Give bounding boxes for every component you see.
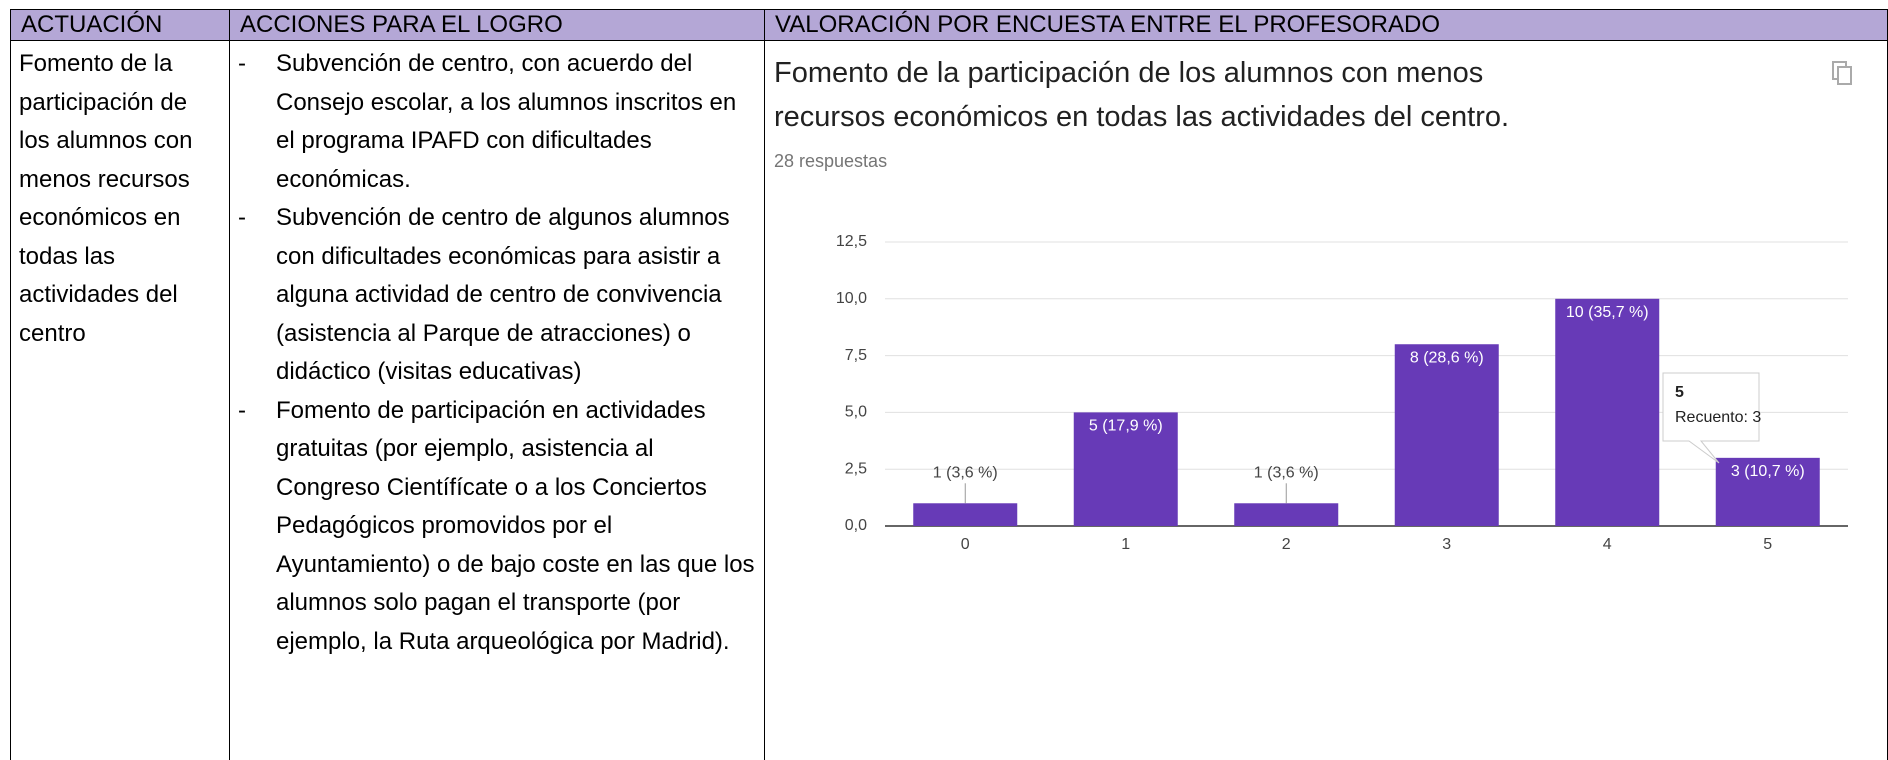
action-item: Subvención de centro, con acuerdo del Co… <box>230 45 756 199</box>
acciones-cell: Subvención de centro, con acuerdo del Co… <box>229 40 764 760</box>
tooltip-title: 5 <box>1675 384 1684 401</box>
actuacion-cell: Fomento de la participación de los alumn… <box>10 40 229 760</box>
y-tick-label: 10,0 <box>836 290 867 307</box>
y-tick-label: 12,5 <box>836 233 867 250</box>
value-label: 5 (17,9 %) <box>1089 418 1163 435</box>
tooltip-box <box>1662 372 1760 464</box>
y-tick-label: 0,0 <box>845 517 867 534</box>
bar <box>913 503 1018 526</box>
header-cell: ACTUACIÓN <box>10 9 229 40</box>
x-tick-label: 5 <box>1763 536 1772 553</box>
chart-subtitle: 28 respuestas <box>774 151 887 171</box>
action-item: Subvención de centro de algunos alumnos … <box>230 199 756 392</box>
y-tick-label: 7,5 <box>845 347 867 364</box>
value-label: 3 (10,7 %) <box>1731 463 1805 480</box>
chart-title: Fomento de la participación de los alumn… <box>774 57 1509 133</box>
value-label: 8 (28,6 %) <box>1410 349 1484 366</box>
bar <box>1394 344 1499 526</box>
tooltip-text: Recuento: 3 <box>1675 409 1761 426</box>
x-tick-label: 2 <box>1282 536 1291 553</box>
y-tick-label: 2,5 <box>845 460 867 477</box>
x-tick-label: 4 <box>1603 536 1612 553</box>
y-tick-label: 5,0 <box>845 404 867 421</box>
header-cell: ACCIONES PARA EL LOGRO <box>229 9 764 40</box>
value-label: 1 (3,6 %) <box>933 464 998 481</box>
bar <box>1234 503 1339 526</box>
value-label: 1 (3,6 %) <box>1254 464 1319 481</box>
bar <box>1073 412 1178 526</box>
value-label: 10 (35,7 %) <box>1566 304 1649 321</box>
x-tick-label: 1 <box>1121 536 1130 553</box>
copy-icon <box>1837 66 1852 85</box>
header-cell: VALORACIÓN POR ENCUESTA ENTRE EL PROFESO… <box>764 9 1888 40</box>
x-tick-label: 3 <box>1442 536 1451 553</box>
action-item: Fomento de participación en actividades … <box>230 392 756 662</box>
action-list: Subvención de centro, con acuerdo del Co… <box>230 45 756 661</box>
x-tick-label: 0 <box>961 536 970 553</box>
bar <box>1715 457 1820 526</box>
bar <box>1555 298 1660 526</box>
